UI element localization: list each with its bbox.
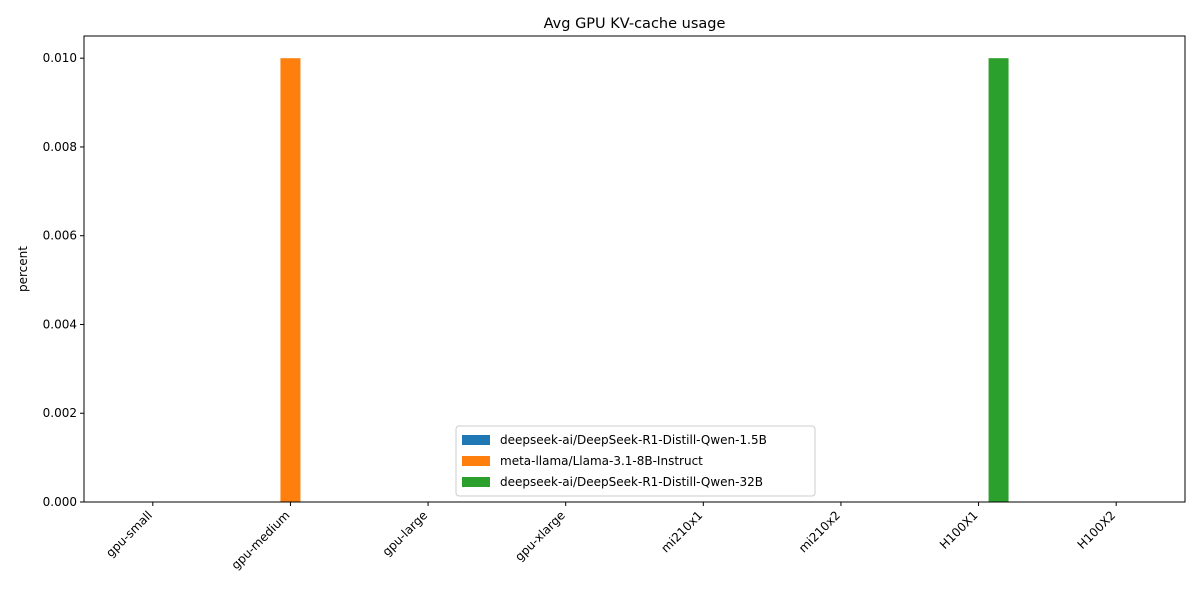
y-tick-label: 0.000: [43, 495, 77, 509]
x-tick-label-H100X2: H100X2: [1075, 508, 1119, 552]
plot-frame: [83, 35, 1186, 503]
x-tick-label-mi210x2: mi210x2: [796, 508, 843, 555]
legend-swatch-2: [462, 456, 490, 466]
bar-3-H100X1: [988, 58, 1009, 502]
legend: deepseek-ai/DeepSeek-R1-Distill-Qwen-1.5…: [455, 425, 816, 497]
legend-label-2: meta-llama/Llama-3.1-8B-Instruct: [500, 454, 703, 468]
x-tick-label-gpu-large: gpu-large: [380, 508, 431, 559]
legend-label-1: deepseek-ai/DeepSeek-R1-Distill-Qwen-1.5…: [500, 433, 767, 447]
y-axis-title: percent: [16, 246, 30, 292]
x-tick-label-gpu-small: gpu-small: [103, 508, 155, 560]
chart-title: Avg GPU KV-cache usage: [544, 16, 726, 32]
y-tick-label: 0.006: [43, 229, 77, 243]
y-tick-label: 0.008: [43, 140, 77, 154]
y-tick-label: 0.004: [43, 317, 77, 331]
bars-group: [280, 58, 1009, 502]
bar-2-gpu-medium: [280, 58, 301, 502]
x-tick-label-H100X1: H100X1: [937, 508, 981, 552]
y-ticks: 0.000 0.002 0.004 0.006 0.008 0.010: [43, 51, 84, 509]
legend-label-3: deepseek-ai/DeepSeek-R1-Distill-Qwen-32B: [500, 475, 763, 489]
legend-swatch-1: [462, 435, 490, 445]
x-tick-label-mi210x1: mi210x1: [658, 508, 705, 555]
y-tick-label: 0.002: [43, 406, 77, 420]
x-tick-label-gpu-medium: gpu-medium: [229, 508, 293, 572]
x-ticks: gpu-small gpu-medium gpu-large gpu-xlarge mi…: [103, 502, 1118, 572]
legend-swatch-3: [462, 477, 490, 487]
x-tick-label-gpu-xlarge: gpu-xlarge: [512, 508, 568, 564]
legend-box: [455, 425, 816, 497]
y-tick-label: 0.010: [43, 51, 77, 65]
